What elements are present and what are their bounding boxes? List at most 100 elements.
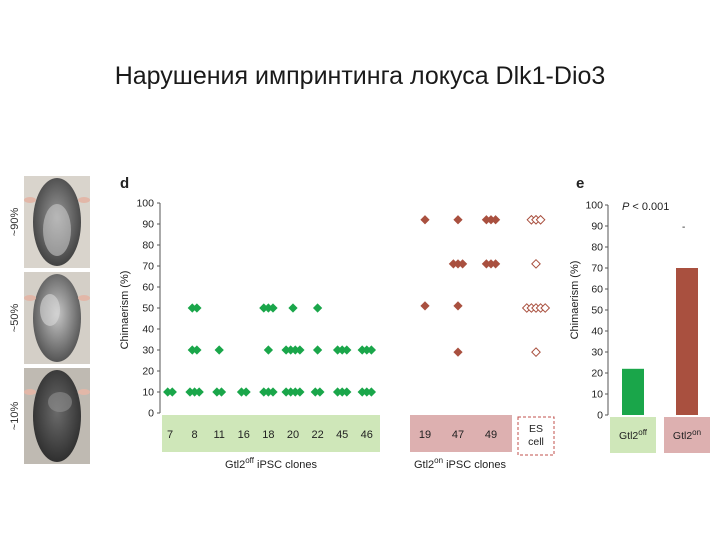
y-tick-label: 40 <box>142 324 154 336</box>
y-tick-label: 70 <box>142 261 154 273</box>
mouse-photo-10 <box>24 368 90 464</box>
on-clones-band <box>410 415 512 452</box>
y-tick-label: 80 <box>142 240 154 252</box>
clone-label: 19 <box>419 429 431 441</box>
es-cell-box <box>517 416 555 456</box>
off-group-label-sup: off <box>245 456 255 465</box>
data-point <box>366 345 377 355</box>
bar-label-on-sup: on <box>692 428 701 437</box>
data-point <box>214 345 224 355</box>
y-tick-label: 60 <box>142 282 154 294</box>
scatter-marks <box>163 214 551 397</box>
bar-label-off: Gtl2off <box>619 428 648 442</box>
x-category-labels: 7 8 11 16 18 20 22 45 46 19 47 49 <box>167 429 497 441</box>
bar <box>676 268 698 415</box>
data-point <box>167 387 177 397</box>
off-bar-band <box>610 417 656 453</box>
data-point <box>342 387 352 397</box>
y-tick-label: 50 <box>142 303 154 315</box>
y-tick-label: 100 <box>136 198 154 210</box>
es-label-line1: ES <box>529 423 543 435</box>
data-point <box>288 303 298 313</box>
data-point <box>312 303 323 313</box>
data-point <box>312 345 323 355</box>
data-point <box>194 387 204 397</box>
on-group-label-rest: iPSC clones <box>443 459 506 471</box>
panel-d-letter: d <box>120 175 129 192</box>
es-label-line2: cell <box>528 436 544 448</box>
mouse-label-90: ~90% <box>9 208 21 237</box>
clone-label: 16 <box>238 429 250 441</box>
clone-label: 20 <box>287 429 299 441</box>
data-point <box>268 303 278 313</box>
off-clones-band <box>162 415 380 452</box>
bar-y-tick-label: 50 <box>591 305 603 317</box>
bar-y-tick-label: 70 <box>591 263 603 275</box>
p-value-p: P <box>622 201 630 213</box>
bar-y-tick-label: 40 <box>591 326 603 338</box>
clone-label: 7 <box>167 429 173 441</box>
data-point <box>420 215 430 225</box>
bar-y-tick-label: 10 <box>591 389 603 401</box>
bar-label-on-base: Gtl2 <box>673 430 692 442</box>
y-tick-label: 0 <box>148 408 154 420</box>
y-tick-label: 90 <box>142 219 154 231</box>
bar <box>622 368 644 415</box>
on-group-label-sup: on <box>434 456 443 465</box>
mouse-photo-panel: ~90% ~50% ~10% <box>9 176 90 464</box>
clone-label: 49 <box>485 429 497 441</box>
data-point <box>342 345 352 355</box>
data-point <box>540 303 551 313</box>
y-tick-label: 10 <box>142 387 154 399</box>
data-point <box>420 301 430 311</box>
off-group-label-rest: iPSC clones <box>254 459 317 471</box>
clone-label: 8 <box>192 429 198 441</box>
p-value-annotation: P < 0.001 <box>622 201 669 213</box>
data-point <box>490 215 501 225</box>
on-bar-band <box>664 417 710 453</box>
clone-label: 11 <box>213 429 224 441</box>
panel-e-letter: e <box>576 175 584 192</box>
on-group-label-base: Gtl2 <box>414 459 434 471</box>
data-point <box>216 387 227 397</box>
y-tick-label: 30 <box>142 345 154 357</box>
off-group-label-base: Gtl2 <box>225 459 245 471</box>
clone-label: 47 <box>452 429 464 441</box>
data-point <box>366 387 377 397</box>
data-point <box>535 214 546 225</box>
clone-label: 22 <box>311 429 323 441</box>
mouse-photo-90 <box>24 176 90 268</box>
y-axis: 0 10 20 30 40 50 60 70 80 90 100 <box>136 198 161 420</box>
bars <box>622 268 698 415</box>
data-point <box>263 345 274 355</box>
bar-y-tick-label: 20 <box>591 368 603 380</box>
data-point <box>457 259 468 269</box>
bar-y-tick-label: 80 <box>591 242 603 254</box>
bar-y-axis-label: Chimaerism (%) <box>569 261 581 340</box>
data-point <box>490 259 501 269</box>
bar-y-axis: 0 10 20 30 40 50 60 70 80 90 100 <box>585 200 609 422</box>
data-point <box>531 258 541 269</box>
clone-label: 46 <box>361 429 373 441</box>
data-point <box>453 215 463 225</box>
on-group-label: Gtl2on iPSC clones <box>414 456 507 471</box>
p-value-rest: < 0.001 <box>629 201 669 213</box>
mouse-photo-50 <box>24 272 90 364</box>
data-point <box>315 387 325 397</box>
off-group-label: Gtl2off iPSC clones <box>225 456 317 471</box>
data-point <box>241 387 251 397</box>
bar-y-tick-label: 60 <box>591 284 603 296</box>
data-point <box>268 387 278 397</box>
p-value-dash: - <box>682 222 685 233</box>
bar-y-tick-label: 100 <box>585 200 603 212</box>
y-axis-label: Chimaerism (%) <box>119 271 131 350</box>
data-point <box>453 347 463 357</box>
slide-title: Нарушения импринтинга локуса Dlk1-Dio3 <box>114 62 606 90</box>
data-point <box>295 345 305 355</box>
bar-y-tick-label: 0 <box>597 410 603 422</box>
bar-label-off-sup: off <box>638 428 648 437</box>
y-tick-label: 20 <box>142 366 154 378</box>
bar-y-tick-label: 90 <box>591 221 603 233</box>
